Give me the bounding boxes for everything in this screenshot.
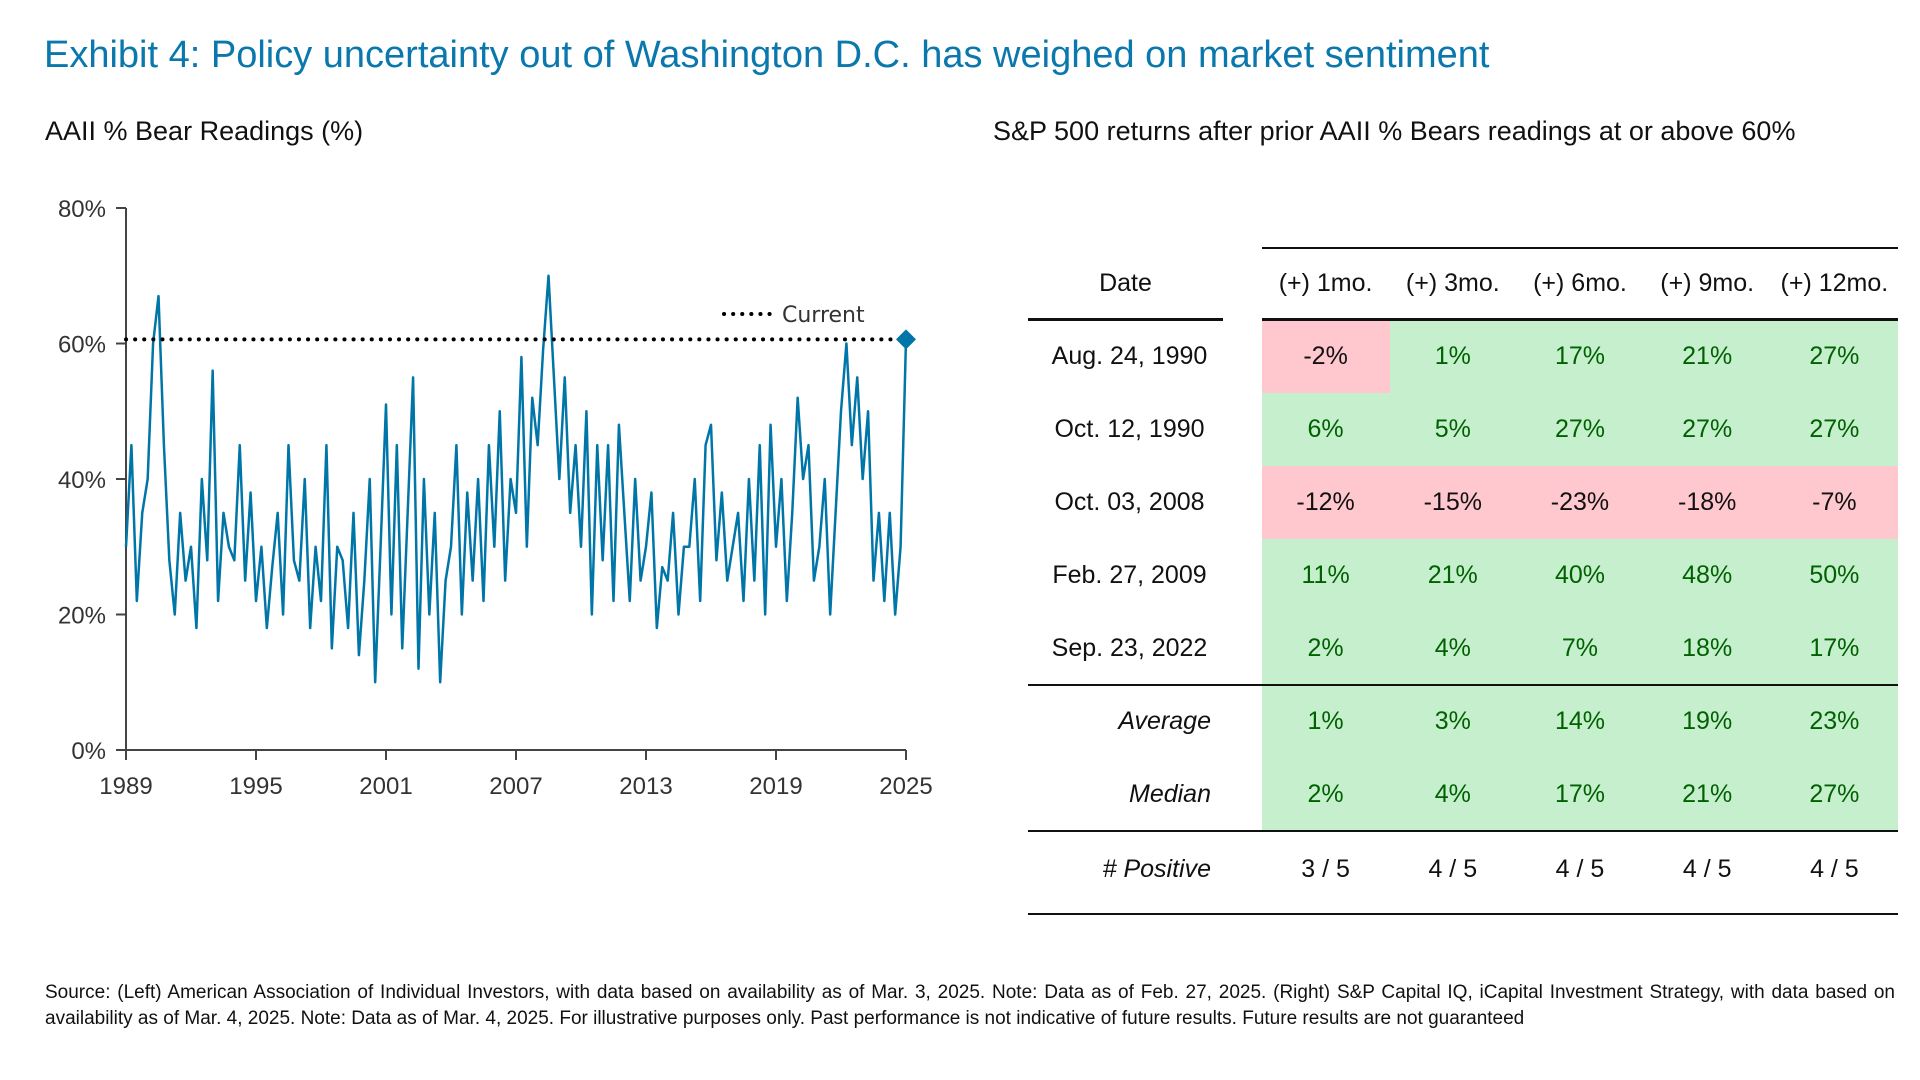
y-tick-label: 80% [58, 196, 106, 223]
summary-row-median-label: Median [1129, 780, 1211, 808]
summary-row-average-value: 1% [1307, 707, 1344, 735]
date-row-value: 40% [1554, 561, 1605, 589]
column-header-1mo: (+) 1mo. [1278, 269, 1373, 297]
right-table-subtitle: S&P 500 returns after prior AAII % Bears… [993, 116, 1796, 146]
date-row-value: 11% [1301, 561, 1350, 589]
negative-cell-background [1770, 466, 1899, 539]
date-row-value: 5% [1434, 415, 1471, 443]
date-row-value: 21% [1682, 342, 1733, 370]
summary-row-median-value: 21% [1682, 780, 1733, 808]
x-tick-label: 2025 [879, 773, 932, 800]
positive-background [1262, 320, 1898, 831]
positive-rule [1028, 830, 1898, 832]
date-row-value: -7% [1812, 488, 1857, 516]
positive-count-value: 4 / 5 [1682, 855, 1732, 883]
positive-count-value: 3 / 5 [1301, 855, 1350, 883]
date-row-label: Oct. 03, 2008 [1054, 488, 1205, 516]
summary-row-median-value: 2% [1307, 780, 1344, 808]
y-tick-label: 20% [58, 603, 106, 630]
date-header-rule [1028, 318, 1223, 321]
exhibit-title: Exhibit 4: Policy uncertainty out of Was… [44, 34, 1490, 76]
date-row-value: 1% [1434, 342, 1471, 370]
date-row-label: Oct. 12, 1990 [1054, 415, 1205, 443]
date-row-value: -23% [1550, 488, 1610, 516]
date-row-value: 6% [1307, 415, 1344, 443]
source-footnote: Source: (Left) American Association of I… [45, 982, 1895, 1029]
x-tick-label: 2001 [359, 773, 412, 800]
date-row-value: 7% [1561, 634, 1599, 662]
positive-count-value: 4 / 5 [1555, 855, 1605, 883]
date-row-value: 17% [1554, 342, 1605, 370]
column-header-3mo: (+) 3mo. [1405, 269, 1500, 297]
column-header-12mo: (+) 12mo. [1780, 269, 1889, 297]
summary-row-average-value: 23% [1809, 707, 1860, 735]
left-chart-subtitle: AAII % Bear Readings (%) [45, 116, 364, 146]
column-header-9mo: (+) 9mo. [1660, 269, 1755, 297]
date-row-label: Feb. 27, 2009 [1052, 561, 1207, 589]
date-row-value: 18% [1682, 634, 1733, 662]
column-header-6mo: (+) 6mo. [1533, 269, 1627, 297]
summary-rule [1028, 684, 1898, 686]
negative-cell-background [1389, 466, 1517, 539]
summary-row-average-value: 3% [1434, 707, 1471, 735]
bear-readings-chart: 0% 20% 40% 60% 80% 1989 1995 2001 2007 2013 2019 20… [58, 196, 933, 800]
date-row-value: 17% [1809, 634, 1860, 662]
positive-count-value: 4 / 5 [1810, 855, 1859, 883]
table-bottom-rule [1028, 913, 1898, 915]
date-row-value: -15% [1423, 488, 1482, 516]
summary-row-median-value: 4% [1434, 780, 1471, 808]
current-marker [896, 329, 916, 350]
negative-cell-background [1262, 466, 1390, 539]
date-row-value: -18% [1678, 488, 1737, 516]
negative-cell-background [1643, 466, 1772, 539]
date-row-value: 21% [1427, 561, 1478, 589]
returns-table: Date (+) 1mo. (+) 3mo. (+) 6mo. (+) 9mo. (+) … [1028, 247, 1899, 915]
negative-cell-background [1262, 320, 1390, 393]
negative-cell-background [1516, 466, 1645, 539]
summary-row-median-value: 17% [1554, 780, 1605, 808]
bear-readings-line [124, 274, 908, 684]
date-row-value: -2% [1303, 342, 1348, 370]
x-tick-label: 1989 [99, 773, 152, 800]
date-row-value: 27% [1682, 415, 1733, 443]
summary-row-average-value: 19% [1682, 707, 1733, 735]
y-tick-label: 0% [71, 738, 106, 765]
date-row-label: Sep. 23, 2022 [1051, 634, 1208, 662]
date-row-value: 27% [1554, 415, 1605, 443]
date-row-value: 27% [1809, 342, 1860, 370]
date-row-value: 27% [1809, 415, 1860, 443]
table-top-rule [1262, 247, 1898, 249]
legend-label: Current [782, 303, 865, 328]
x-tick-label: 1995 [229, 773, 282, 800]
date-row-label: Aug. 24, 1990 [1051, 342, 1208, 370]
column-header-date: Date [1099, 269, 1152, 297]
x-tick-label: 2019 [749, 773, 802, 800]
date-row-value: -12% [1296, 488, 1355, 516]
summary-row-average-label: Average [1118, 707, 1211, 735]
summary-row-median-value: 27% [1809, 780, 1860, 808]
header-rule [1262, 318, 1898, 321]
date-row-value: 2% [1307, 634, 1344, 662]
x-tick-label: 2007 [489, 773, 542, 800]
x-tick-label: 2013 [619, 773, 672, 800]
y-tick-label: 60% [58, 332, 106, 359]
date-row-value: 50% [1809, 561, 1860, 589]
positive-count-value: 4 / 5 [1428, 855, 1478, 883]
positive-count-label: # Positive [1102, 855, 1211, 883]
date-row-value: 4% [1434, 634, 1471, 662]
summary-row-average-value: 14% [1554, 707, 1605, 735]
y-tick-label: 40% [58, 467, 106, 494]
date-row-value: 48% [1682, 561, 1733, 589]
